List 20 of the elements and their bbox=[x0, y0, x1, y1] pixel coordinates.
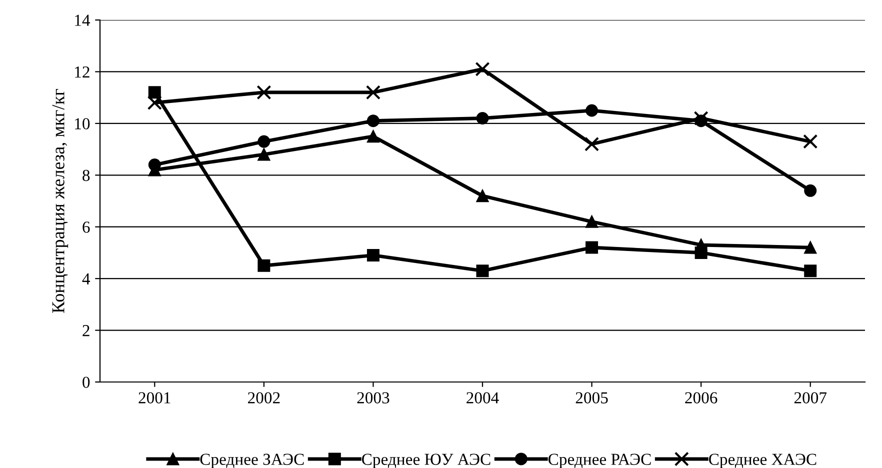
y-tick-label: 6 bbox=[82, 222, 90, 233]
y-axis-title: Концентрация железа, мкг/кг bbox=[52, 89, 68, 313]
y-tick-label: 0 bbox=[82, 376, 90, 388]
legend-label: Среднее ХАЭС bbox=[709, 454, 816, 468]
y-tick-label: 2 bbox=[82, 325, 90, 336]
x-tick-label: 2001 bbox=[138, 392, 170, 404]
x-tick-label: 2003 bbox=[357, 392, 390, 404]
legend-label: Среднее ЗАЭС bbox=[200, 454, 304, 468]
y-tick-label: 4 bbox=[82, 273, 90, 284]
y-tick-label: 8 bbox=[82, 170, 90, 182]
y-tick-label: 12 bbox=[75, 66, 90, 78]
y-tick-label: 10 bbox=[75, 118, 90, 130]
legend-label: Среднее ЮУ АЭС bbox=[362, 454, 490, 468]
x-tick-label: 2004 bbox=[466, 392, 499, 404]
x-tick-label: 2002 bbox=[248, 392, 280, 404]
x-tick-label: 2007 bbox=[794, 392, 827, 404]
x-tick-label: 2006 bbox=[685, 392, 718, 404]
legend-label: Среднее РАЭС bbox=[548, 454, 651, 468]
y-tick-label: 14 bbox=[75, 14, 90, 26]
x-tick-label: 2005 bbox=[576, 392, 608, 404]
